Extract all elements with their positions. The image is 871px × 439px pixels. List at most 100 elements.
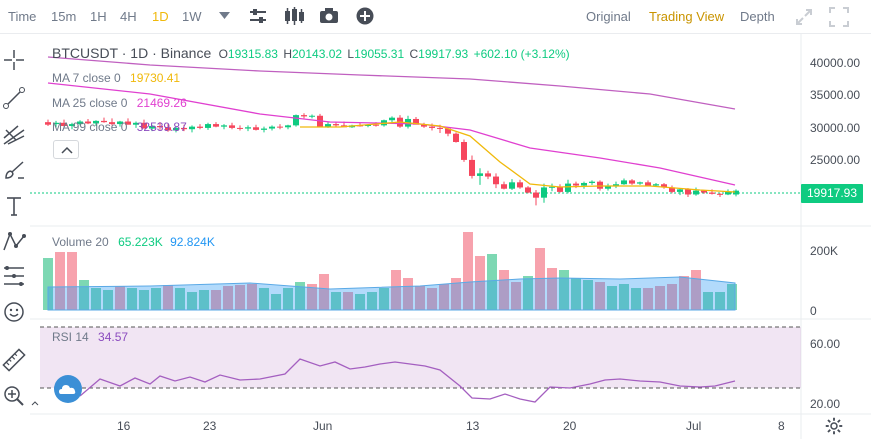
change-value: +602.10 (+3.12%): [473, 47, 570, 61]
volume-bar: [91, 288, 101, 310]
volume-bar: [523, 276, 533, 310]
rsi-band: [40, 327, 801, 388]
volume-bar: [187, 292, 197, 310]
ma99-value: 32539.87: [136, 120, 187, 134]
volume-bar: [607, 286, 617, 310]
magnet-icon[interactable]: [30, 398, 40, 408]
time-tick: 8: [778, 419, 785, 433]
candle-body: [589, 181, 595, 183]
chart-toolbar: Time 15m 1H 4H 1D 1W Original Trading Vi…: [0, 0, 871, 34]
ohlc-legend: BTCUSDT · 1D · Binance O19315.83 H20143.…: [52, 45, 570, 62]
symbol-label: BTCUSDT · 1D · Binance: [52, 45, 212, 61]
tradingview-logo[interactable]: [54, 375, 82, 403]
add-icon[interactable]: [355, 6, 375, 26]
volume-bar: [379, 288, 389, 310]
volume-bar: [403, 278, 413, 310]
interval-15m[interactable]: 15m: [51, 9, 77, 24]
emoji-icon[interactable]: [2, 300, 26, 324]
candle-body: [605, 185, 611, 189]
candle-body: [669, 187, 675, 192]
rsi-tick-60: 60.00: [810, 337, 841, 351]
candle-body: [157, 126, 163, 128]
candle-body: [597, 181, 603, 189]
candle-body: [645, 182, 651, 186]
interval-4h[interactable]: 4H: [120, 9, 137, 24]
last-price-tag: 19917.93: [801, 184, 863, 203]
volume-bar: [271, 294, 281, 310]
crosshair-icon[interactable]: [2, 48, 26, 72]
candle-body: [309, 115, 315, 117]
volume-tick-200k: 200K: [810, 244, 839, 258]
ruler-icon[interactable]: [2, 348, 26, 372]
indicator-settings-icon[interactable]: [248, 6, 268, 26]
price-tick-40000: 40000.00: [810, 56, 861, 70]
candle-body: [101, 120, 107, 123]
candle-body: [205, 124, 211, 128]
candle-body: [285, 125, 291, 128]
candle-body: [613, 184, 619, 186]
candle-body: [525, 187, 531, 193]
candle-body: [93, 120, 99, 124]
candle-body: [493, 176, 499, 185]
volume-bar: [451, 278, 461, 310]
candle-body: [693, 190, 699, 195]
candle-body: [245, 127, 251, 129]
candle-body: [413, 118, 419, 125]
pattern-icon[interactable]: [2, 230, 26, 254]
candle-style-icon[interactable]: [283, 6, 305, 26]
candle-body: [237, 127, 243, 129]
rsi-legend: RSI 14 34.57: [52, 330, 129, 344]
candle-body: [477, 173, 483, 176]
volume-bar: [295, 282, 305, 310]
candle-body: [253, 127, 259, 130]
fibonacci-icon[interactable]: [2, 264, 26, 288]
pitchfork-icon[interactable]: [2, 122, 26, 146]
brush-icon[interactable]: [2, 158, 26, 182]
view-depth[interactable]: Depth: [740, 9, 775, 24]
volume-bar: [175, 288, 185, 310]
candle-body: [197, 126, 203, 128]
candle-body: [629, 180, 635, 184]
candle-body: [533, 192, 539, 198]
interval-1h[interactable]: 1H: [90, 9, 107, 24]
cloud-icon: [59, 385, 76, 394]
volume-bar: [43, 258, 53, 310]
screenshot-icon[interactable]: [319, 6, 339, 26]
candle-body: [333, 124, 339, 126]
volume-bar: [595, 282, 605, 310]
volume-bar: [559, 270, 569, 310]
fullscreen-icon[interactable]: [829, 7, 849, 27]
volume-bar: [247, 284, 257, 310]
candle-body: [301, 115, 307, 117]
view-original[interactable]: Original: [586, 9, 631, 24]
volume-bar: [715, 292, 725, 310]
gear-icon[interactable]: [825, 417, 843, 435]
candle-body: [701, 190, 707, 193]
interval-1w[interactable]: 1W: [182, 9, 202, 24]
view-trading-view[interactable]: Trading View: [649, 9, 725, 24]
volume-bar: [355, 294, 365, 310]
expand-icon[interactable]: [795, 8, 813, 26]
volume-bar: [343, 292, 353, 310]
volume-bar: [727, 284, 737, 310]
candle-body: [501, 184, 507, 189]
volume-bar: [679, 276, 689, 310]
candle-body: [165, 127, 171, 131]
ma25-legend: MA 25 close 0 21469.26: [52, 96, 187, 110]
trendline-icon[interactable]: [2, 86, 26, 110]
price-chart[interactable]: [0, 34, 871, 439]
chevron-down-icon[interactable]: [219, 12, 230, 20]
candle-body: [213, 124, 219, 127]
interval-1d[interactable]: 1D: [152, 9, 169, 24]
volume-bar: [115, 286, 125, 310]
collapse-legend-button[interactable]: [53, 140, 79, 159]
zoom-in-icon[interactable]: [2, 384, 26, 408]
candle-body: [293, 115, 299, 126]
candle-body: [149, 126, 155, 129]
candle-body: [517, 182, 523, 188]
candle-body: [277, 126, 283, 128]
candle-body: [125, 121, 131, 125]
volume-bar: [463, 232, 473, 310]
candle-body: [445, 128, 451, 134]
text-icon[interactable]: [2, 194, 26, 218]
